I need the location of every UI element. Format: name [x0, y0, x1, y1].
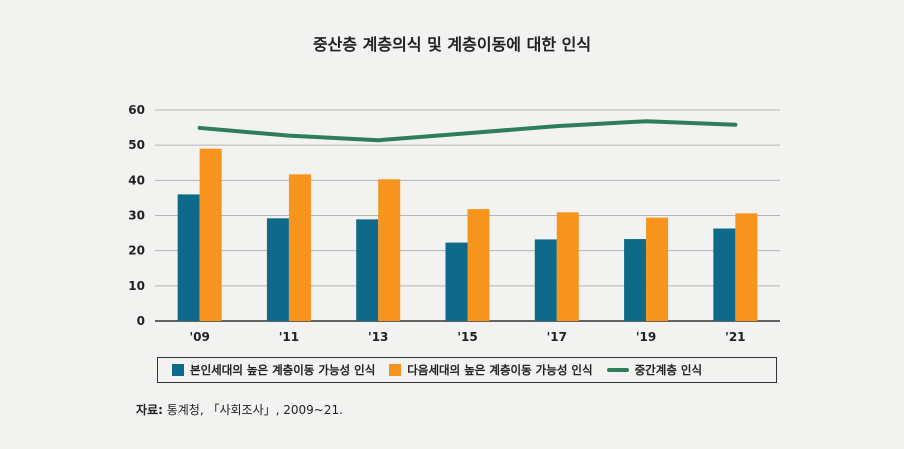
bar-next-generation	[735, 213, 758, 321]
y-tick-label: 50	[128, 138, 145, 152]
bar-own-generation	[445, 242, 468, 321]
x-tick-label: '19	[636, 330, 656, 344]
y-tick-label: 30	[128, 209, 145, 223]
y-tick-label: 40	[128, 173, 145, 187]
y-tick-label: 60	[128, 103, 145, 117]
x-tick-label: '21	[725, 330, 745, 344]
bar-next-generation	[199, 148, 222, 321]
bar-own-generation	[177, 194, 200, 321]
bar-own-generation	[534, 239, 557, 321]
bar-own-generation	[356, 219, 379, 321]
x-tick-label: '11	[279, 330, 299, 344]
chart-legend: 본인세대의 높은 계층이동 가능성 인식 다음세대의 높은 계층이동 가능성 인…	[157, 357, 777, 383]
legend-item-next-generation: 다음세대의 높은 계층이동 가능성 인식	[389, 362, 593, 378]
bar-own-generation	[624, 239, 647, 321]
legend-swatch-line	[606, 368, 629, 372]
y-tick-label: 0	[137, 314, 145, 328]
legend-swatch-orange	[389, 364, 402, 376]
bar-own-generation	[266, 218, 289, 321]
chart-title: 중산층 계층의식 및 계층이동에 대한 인식	[312, 35, 592, 54]
source-label: 자료:	[136, 403, 163, 417]
bar-next-generation	[378, 179, 401, 321]
legend-label: 다음세대의 높은 계층이동 가능성 인식	[407, 363, 593, 377]
bar-own-generation	[713, 228, 736, 321]
x-tick-label: '17	[547, 330, 567, 344]
bar-next-generation	[288, 174, 311, 321]
source-text: 통계청, 「사회조사」, 2009~21.	[166, 403, 343, 417]
y-tick-label: 10	[128, 279, 145, 293]
x-tick-label: '15	[457, 330, 477, 344]
x-tick-label: '09	[189, 330, 209, 344]
legend-label: 중간계층 인식	[634, 363, 703, 377]
legend-item-own-generation: 본인세대의 높은 계층이동 가능성 인식	[172, 362, 375, 378]
legend-item-middle-class: 중간계층 인식	[606, 362, 703, 378]
x-tick-label: '13	[368, 330, 388, 344]
source-note: 자료: 통계청, 「사회조사」, 2009~21.	[136, 401, 343, 418]
bar-next-generation	[467, 209, 490, 321]
y-tick-label: 20	[128, 244, 145, 258]
bar-next-generation	[646, 217, 669, 321]
legend-swatch-teal	[172, 364, 184, 376]
bar-next-generation	[556, 212, 579, 321]
legend-label: 본인세대의 높은 계층이동 가능성 인식	[190, 363, 376, 377]
line-middle-class	[197, 119, 738, 143]
